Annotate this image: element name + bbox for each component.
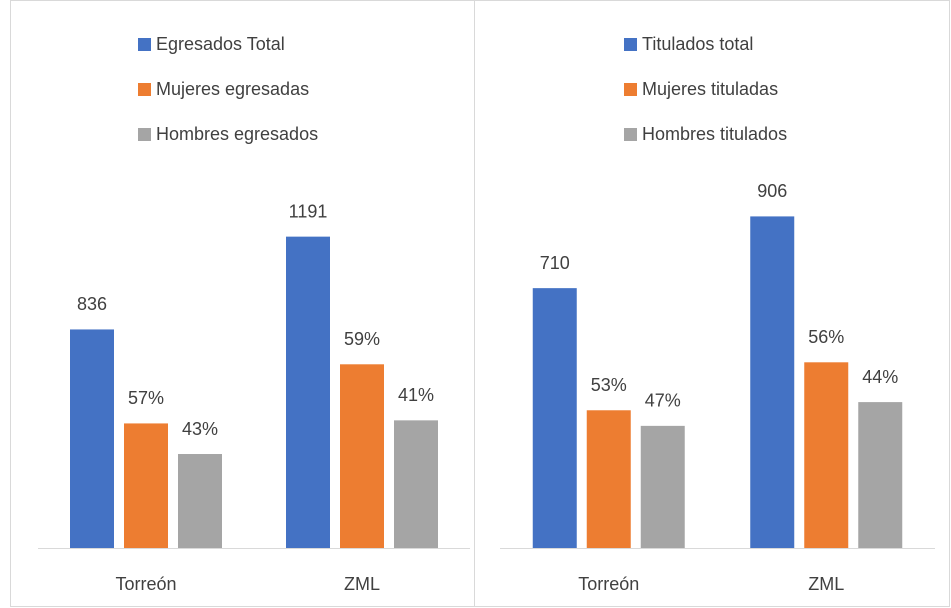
bar xyxy=(586,410,631,548)
data-label: 43% xyxy=(182,419,218,439)
bar xyxy=(286,236,330,549)
bar xyxy=(124,423,168,548)
data-label: 57% xyxy=(128,388,164,408)
legend-label: Hombres egresados xyxy=(156,124,318,144)
data-label: 59% xyxy=(344,329,380,349)
legend-label: Titulados total xyxy=(642,34,753,54)
legend-swatch xyxy=(624,83,637,96)
legend-label: Mujeres tituladas xyxy=(642,79,778,99)
x-tick-label: Torreón xyxy=(578,574,639,594)
data-label: 53% xyxy=(591,375,627,395)
data-label: 906 xyxy=(757,181,787,201)
bar xyxy=(394,420,438,548)
legend-swatch xyxy=(624,128,637,141)
bar xyxy=(750,216,795,549)
legend-swatch xyxy=(138,128,151,141)
legend-swatch xyxy=(138,83,151,96)
panel-border xyxy=(474,0,950,607)
bar xyxy=(178,454,222,548)
x-tick-label: ZML xyxy=(344,574,380,594)
bar xyxy=(340,364,384,548)
data-label: 41% xyxy=(398,385,434,405)
legend-label: Egresados Total xyxy=(156,34,285,54)
bar xyxy=(70,329,114,548)
bar xyxy=(532,288,577,548)
legend-swatch xyxy=(138,38,151,51)
bar xyxy=(640,425,685,548)
data-label: 1191 xyxy=(289,201,328,221)
legend-label: Hombres titulados xyxy=(642,124,787,144)
data-label: 44% xyxy=(862,367,898,387)
legend-swatch xyxy=(624,38,637,51)
data-label: 836 xyxy=(77,294,107,314)
x-tick-label: ZML xyxy=(808,574,844,594)
bar xyxy=(858,402,903,548)
data-label: 710 xyxy=(540,253,570,273)
data-label: 47% xyxy=(645,391,681,411)
data-label: 56% xyxy=(808,327,844,347)
x-tick-label: Torreón xyxy=(115,574,176,594)
legend-label: Mujeres egresadas xyxy=(156,79,309,99)
bar xyxy=(804,362,849,548)
